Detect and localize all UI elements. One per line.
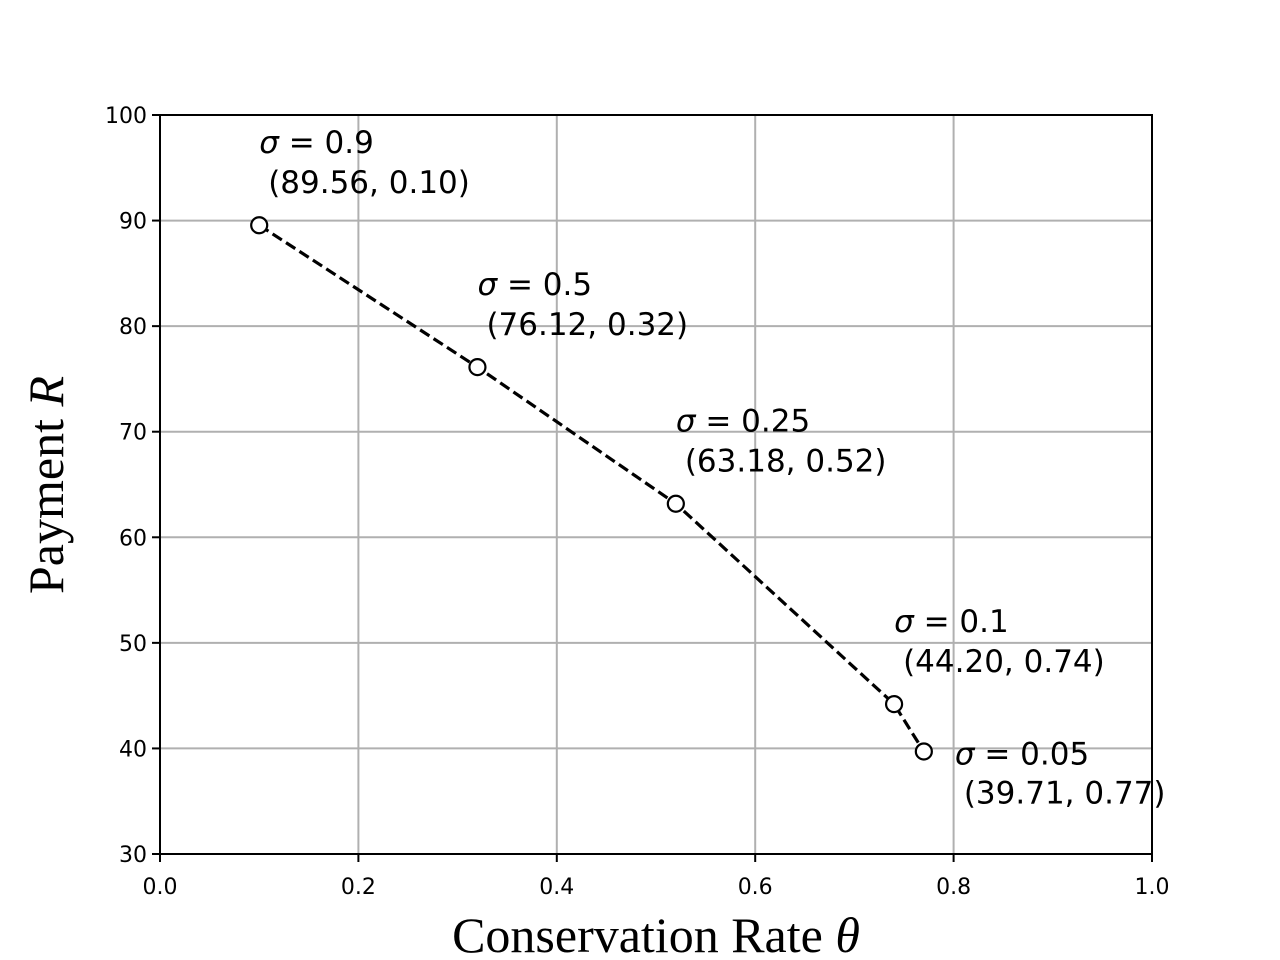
series-group	[250, 216, 933, 761]
y-tick-label: 100	[105, 104, 147, 129]
x-tick-label: 0.6	[738, 875, 773, 900]
data-point-marker	[914, 742, 933, 761]
y-tick-label: 80	[119, 315, 147, 340]
annotation-coords: (63.18, 0.52)	[685, 444, 887, 480]
y-tick-label: 40	[119, 737, 147, 762]
x-tick-label: 0.0	[143, 875, 178, 900]
y-tick-label: 60	[119, 526, 147, 551]
x-tick-label: 0.8	[936, 875, 971, 900]
y-axis-title: Payment R	[18, 376, 74, 594]
x-tick-label: 0.2	[341, 875, 376, 900]
x-tick-label: 1.0	[1135, 875, 1170, 900]
y-tick-label: 30	[119, 843, 147, 868]
data-point-marker	[884, 694, 904, 714]
annotation-coords: (39.71, 0.77)	[964, 775, 1166, 811]
annotation-coords: (44.20, 0.74)	[903, 644, 1105, 680]
y-tick-label: 50	[119, 632, 147, 657]
annotation-sigma: σ = 0.05	[955, 736, 1089, 772]
annotation-sigma: σ = 0.9	[259, 125, 374, 161]
annotation-sigma: σ = 0.25	[676, 404, 810, 440]
data-point-marker	[250, 216, 269, 235]
data-point-marker	[468, 358, 487, 377]
plot-frame	[159, 114, 1153, 855]
annotations: σ = 0.9 (89.56, 0.10) σ = 0.5 (76.12, 0.32)…	[259, 125, 1165, 811]
x-tick-label: 0.4	[539, 875, 574, 900]
annotation-coords: (76.12, 0.32)	[486, 307, 688, 343]
y-tick-label: 90	[119, 210, 147, 235]
axis-ticks: 0.0 0.2 0.4 0.6 0.8 1.0 30 40 50 60 70 80 90 100	[105, 104, 1170, 900]
annotation-coords: (89.56, 0.10)	[268, 165, 470, 201]
x-axis-title: Conservation Rate θ	[452, 907, 860, 960]
data-point-marker	[666, 494, 685, 513]
y-tick-label: 70	[119, 421, 147, 446]
annotation-sigma: σ = 0.1	[894, 604, 1009, 640]
annotation-sigma: σ = 0.5	[477, 267, 592, 303]
